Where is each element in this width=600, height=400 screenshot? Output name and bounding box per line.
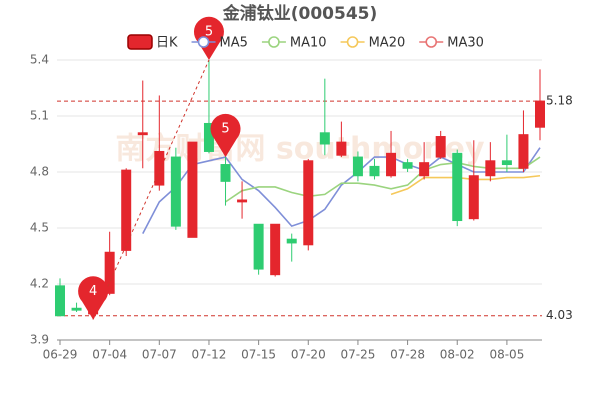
- x-tick-label: 07-20: [291, 348, 326, 362]
- candle-body: [468, 175, 479, 220]
- legend-label: 日K: [156, 36, 178, 51]
- x-tick-label: 07-28: [390, 348, 425, 362]
- x-tick-label: 07-12: [192, 348, 227, 362]
- mark-line-label: 4.03: [546, 308, 573, 322]
- legend-item[interactable]: 日K: [127, 34, 178, 51]
- trend-line: [92, 59, 210, 320]
- legend-key: [425, 36, 438, 48]
- legend-key: [197, 36, 210, 48]
- ma-line: [390, 174, 541, 196]
- mark-line-label: 5.18: [546, 94, 573, 108]
- y-tick-label: 3.9: [30, 333, 49, 347]
- candle-body: [303, 160, 314, 246]
- legend-key: [346, 36, 359, 48]
- candle-body: [121, 169, 132, 251]
- candle-body: [419, 162, 430, 177]
- candle-body: [154, 150, 165, 186]
- legend-label: MA20: [369, 36, 406, 51]
- candle-body: [137, 132, 148, 136]
- candle-body: [253, 223, 264, 270]
- candle-body: [369, 165, 380, 177]
- x-tick-label: 08-05: [489, 348, 524, 362]
- legend-key: [268, 36, 280, 48]
- legend-item[interactable]: MA10: [261, 36, 327, 51]
- candle-body: [286, 238, 297, 244]
- candle-body: [518, 134, 529, 169]
- legend-label: MA5: [220, 36, 248, 51]
- candle-body: [336, 141, 347, 156]
- candle-body: [501, 160, 512, 166]
- candle-body: [187, 141, 198, 238]
- x-tick-label: 07-04: [92, 348, 127, 362]
- y-tick-label: 5.4: [30, 53, 49, 67]
- candle-body: [402, 162, 413, 169]
- candle-body: [352, 156, 363, 177]
- legend-label: MA10: [290, 36, 327, 51]
- pin-label: 5: [205, 25, 213, 40]
- candle-body: [452, 152, 463, 222]
- candle-body: [55, 285, 65, 317]
- legend-key: [127, 34, 153, 50]
- legend-item[interactable]: MA30: [419, 36, 484, 51]
- chart-title: 金浦钛业(000545): [222, 3, 378, 24]
- candle-body: [170, 156, 181, 227]
- pin: [210, 113, 241, 158]
- candle-body: [535, 100, 545, 128]
- candle-body: [270, 223, 281, 276]
- pin: [193, 16, 224, 60]
- x-tick-label: 07-25: [340, 348, 375, 362]
- y-tick-label: 5.1: [30, 109, 49, 123]
- candle-body: [386, 152, 397, 177]
- y-tick-label: 4.5: [30, 221, 49, 235]
- candle-body: [220, 164, 231, 182]
- x-tick-label: 07-07: [142, 348, 177, 362]
- pin: [78, 276, 109, 320]
- legend-label: MA30: [447, 36, 484, 51]
- candle-body: [485, 160, 496, 177]
- y-tick-label: 4.8: [30, 165, 49, 179]
- legend-item[interactable]: MA20: [340, 36, 406, 51]
- candle-body: [237, 199, 248, 203]
- candle-body: [104, 251, 115, 294]
- x-tick-label: 07-15: [241, 348, 276, 362]
- y-tick-label: 4.2: [30, 277, 49, 291]
- candle-body: [435, 136, 446, 158]
- x-tick-label: 08-02: [440, 348, 475, 362]
- candle-body: [319, 132, 330, 145]
- pin-label: 5: [221, 122, 229, 137]
- x-tick-label: 06-29: [43, 348, 78, 362]
- candle-body: [71, 307, 82, 311]
- legend-item[interactable]: MA5: [191, 36, 248, 51]
- pin-label: 4: [89, 284, 97, 299]
